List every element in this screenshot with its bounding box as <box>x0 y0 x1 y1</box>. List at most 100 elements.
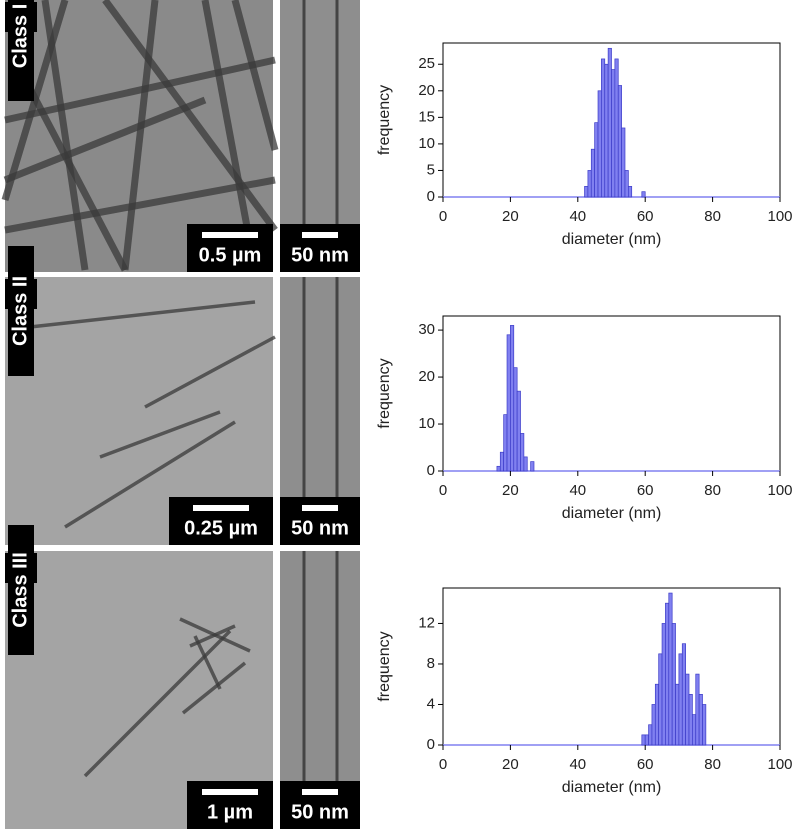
bar <box>617 85 622 198</box>
x-tick-label: 40 <box>569 208 586 225</box>
fiber <box>64 420 236 529</box>
y-axis-label: frequency <box>376 85 393 155</box>
y-axis-label: frequency <box>376 631 393 701</box>
bar <box>597 90 602 198</box>
x-tick-label: 80 <box>704 482 721 499</box>
x-tick-label: 20 <box>502 756 519 773</box>
bar <box>668 592 673 746</box>
bar <box>648 724 653 746</box>
scale-label: 50 nm <box>291 801 349 823</box>
fiber <box>4 56 276 124</box>
scale-label: 0.25 µm <box>184 517 258 539</box>
y-tick-label: 25 <box>418 55 435 72</box>
bar <box>688 694 693 746</box>
histogram: 0 4 8 12 0 20 40 60 80 100 diameter (nm) frequency <box>376 587 793 796</box>
fiber <box>193 635 222 690</box>
bar <box>590 148 596 198</box>
bar <box>513 367 518 472</box>
bar <box>685 673 690 746</box>
bar <box>658 653 663 746</box>
fiber <box>1 0 69 202</box>
scale-bar <box>193 505 249 511</box>
bar <box>516 390 521 472</box>
scale-bar <box>202 232 258 238</box>
y-axis-label: frequency <box>376 358 393 428</box>
x-tick-label: 100 <box>767 756 792 773</box>
x-tick-label: 0 <box>439 756 447 773</box>
x-tick-label: 80 <box>704 208 721 225</box>
bar <box>530 461 535 472</box>
bar <box>503 414 508 472</box>
y-tick-label: 30 <box>418 321 435 338</box>
y-tick-label: 5 <box>427 161 435 178</box>
bar <box>661 623 666 746</box>
y-tick-label: 12 <box>418 614 435 631</box>
bar <box>621 127 626 198</box>
bar <box>496 465 501 472</box>
scale-label: 1 µm <box>207 801 253 823</box>
y-tick-label: 20 <box>418 82 435 99</box>
class-label: Class I <box>9 4 31 68</box>
bar <box>678 653 683 746</box>
bar <box>520 433 525 472</box>
fiber <box>181 661 247 715</box>
x-axis-label: diameter (nm) <box>562 505 662 522</box>
bar <box>671 623 676 746</box>
x-tick-label: 20 <box>502 482 519 499</box>
plot-frame <box>442 587 781 746</box>
bar <box>702 704 707 746</box>
y-tick-label: 0 <box>427 188 435 205</box>
bar <box>601 58 606 198</box>
fiber <box>99 410 221 459</box>
fiber <box>4 176 276 234</box>
bar <box>627 186 633 198</box>
bar <box>607 47 612 198</box>
y-tick-label: 0 <box>427 462 435 479</box>
bar <box>624 170 629 198</box>
bar <box>698 694 703 746</box>
scale-label: 50 nm <box>291 517 349 539</box>
y-tick-label: 8 <box>427 655 435 672</box>
class-label: Class III <box>9 552 31 628</box>
fiber <box>121 0 159 271</box>
bar <box>695 673 700 746</box>
bar <box>651 704 656 746</box>
scale-bar <box>202 789 258 795</box>
y-tick-label: 4 <box>427 695 435 712</box>
bar <box>692 714 697 746</box>
bar <box>611 69 616 198</box>
y-tick-label: 10 <box>418 415 435 432</box>
bar <box>499 451 505 472</box>
bar <box>681 643 686 746</box>
histogram: 0 5 10 15 20 25 0 20 40 60 80 100 diameter (nm) frequ… <box>376 42 793 248</box>
x-tick-label: 100 <box>767 482 792 499</box>
bar <box>665 602 670 746</box>
fiber <box>3 96 207 184</box>
scale-bar <box>302 789 338 795</box>
bar <box>584 186 589 198</box>
bar <box>587 170 592 198</box>
bar <box>675 683 680 746</box>
x-tick-label: 20 <box>502 208 519 225</box>
bar <box>614 58 619 198</box>
class-label: Class II <box>9 276 31 346</box>
scale-bar <box>302 232 338 238</box>
class-box <box>8 246 34 376</box>
bar <box>641 734 646 746</box>
x-tick-label: 80 <box>704 756 721 773</box>
bar <box>523 456 528 472</box>
x-axis-label: diameter (nm) <box>562 231 662 248</box>
fiber <box>231 0 279 151</box>
fiber <box>144 335 276 409</box>
fiber <box>83 629 232 778</box>
bar <box>644 734 649 746</box>
fiber <box>102 0 278 233</box>
bar <box>510 325 515 472</box>
y-tick-label: 0 <box>427 736 435 753</box>
x-tick-label: 60 <box>637 482 654 499</box>
y-tick-label: 10 <box>418 135 435 152</box>
